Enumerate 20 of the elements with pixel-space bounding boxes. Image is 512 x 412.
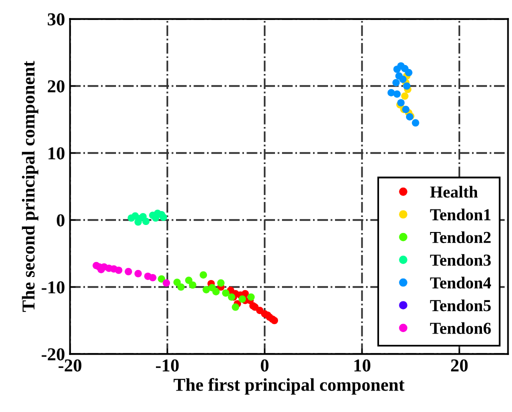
legend-label: Health — [430, 186, 478, 198]
y-tick-label: 0 — [56, 214, 64, 226]
x-tick-label: 20 — [451, 359, 468, 372]
x-tick-label: 0 — [260, 359, 268, 372]
x-tick-label: 10 — [354, 359, 370, 372]
y-axis-title: The second principal component — [22, 60, 38, 312]
legend-label: Tendon1 — [430, 208, 490, 220]
legend-label: Tendon2 — [430, 231, 491, 244]
x-tick-label: -10 — [156, 359, 179, 372]
y-tick-label: 30 — [48, 13, 64, 26]
legend-label: Tendon6 — [430, 322, 491, 334]
legend-label: Tendon3 — [430, 254, 491, 266]
legend-label: Tendon4 — [430, 276, 492, 289]
y-tick-label: -10 — [42, 281, 64, 294]
y-tick-label: 10 — [48, 147, 64, 160]
y-tick-label: -20 — [42, 348, 64, 360]
x-tick-label: -20 — [58, 359, 82, 372]
legend-label: Tendon5 — [430, 300, 491, 312]
y-tick-label: 20 — [48, 80, 64, 92]
x-axis-title: The first principal component — [174, 378, 405, 395]
